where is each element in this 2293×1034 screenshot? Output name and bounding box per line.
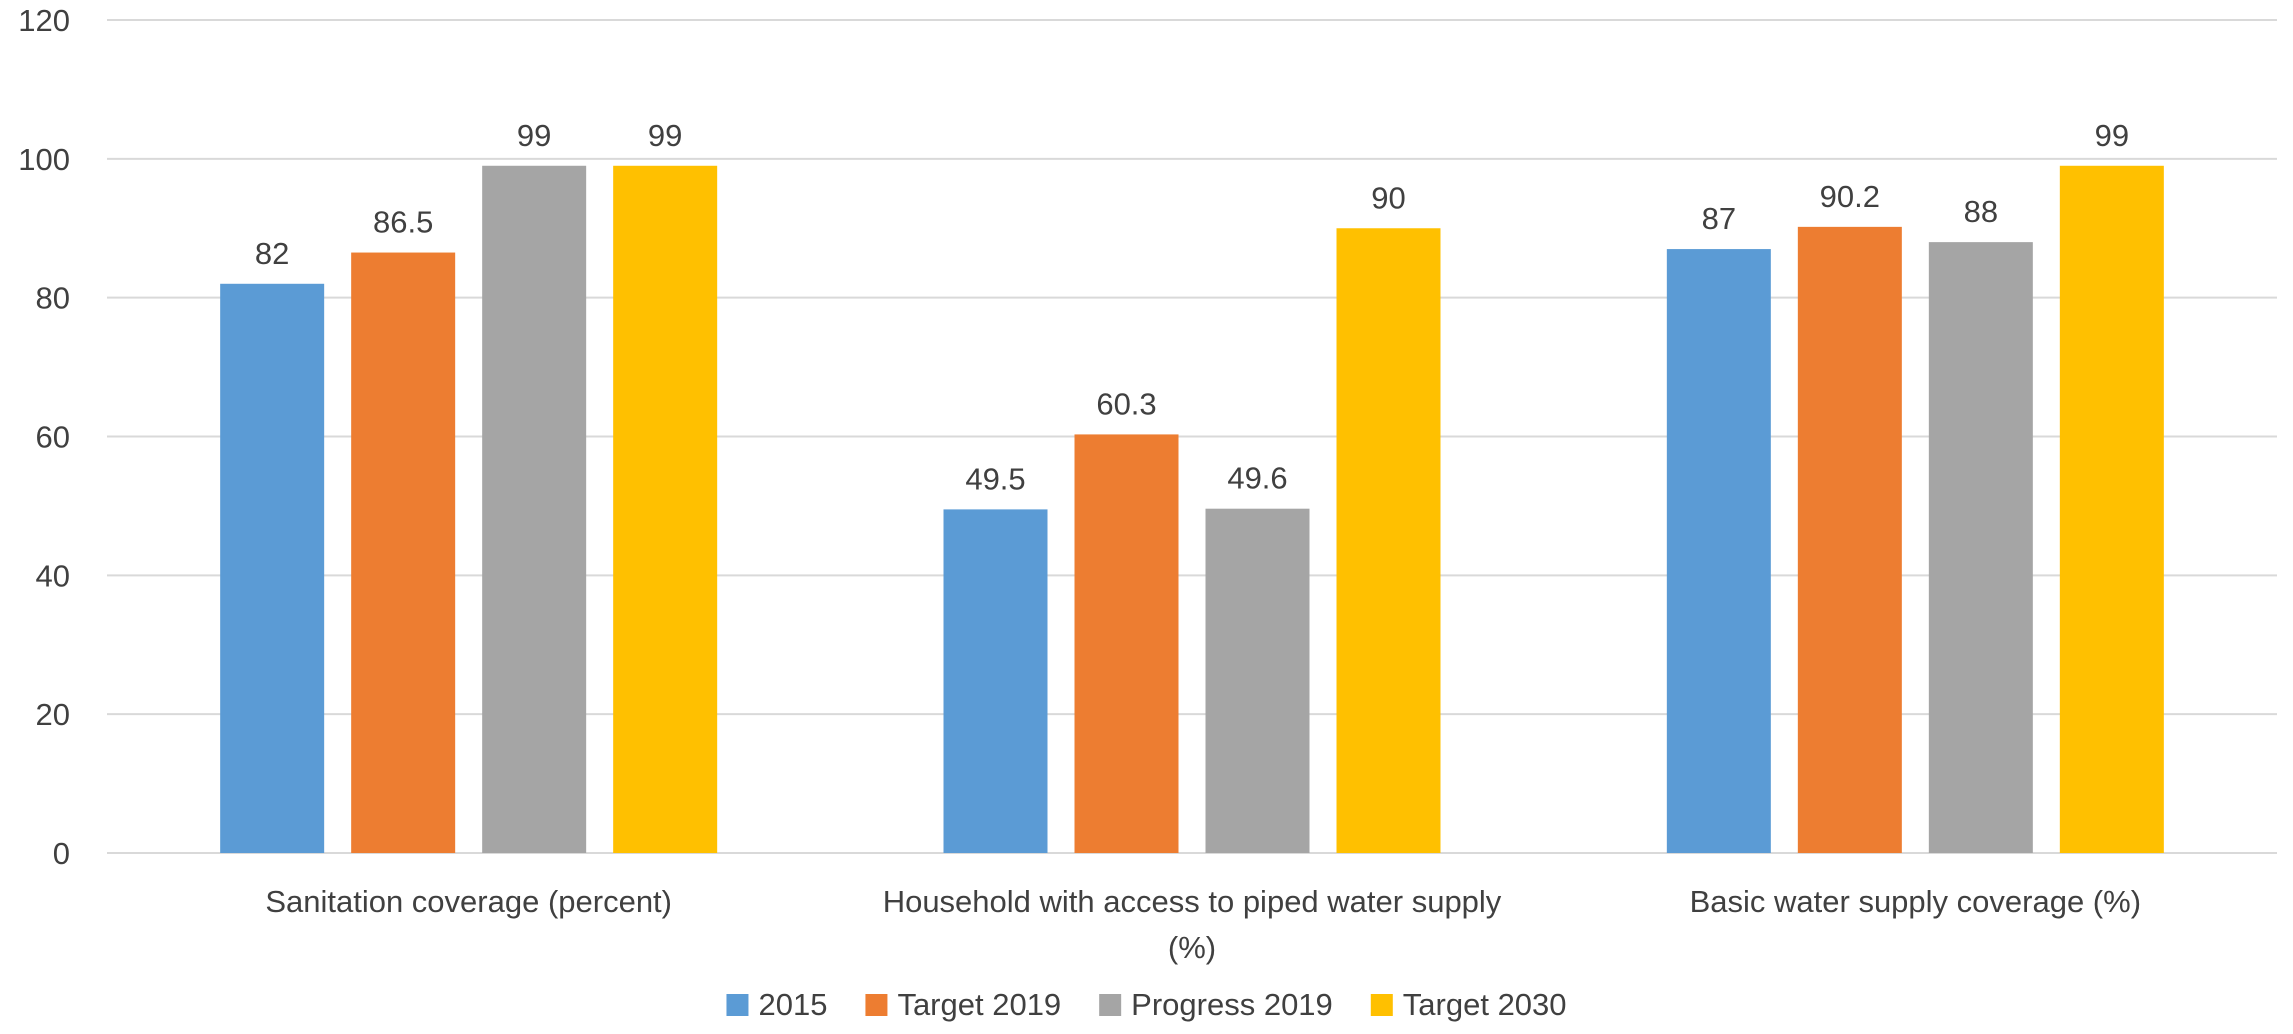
bar-2015-cat-0: [220, 283, 325, 853]
data-label: 99: [2095, 118, 2129, 153]
data-label: 49.6: [1227, 461, 1287, 496]
legend-swatch: [1099, 994, 1122, 1016]
y-tick-label: 80: [36, 281, 70, 316]
y-tick-label: 40: [36, 558, 70, 593]
bar-target-2030-cat-2: [2059, 165, 2164, 853]
legend-label: Target 2019: [897, 987, 1061, 1022]
y-tick-label: 60: [36, 420, 70, 455]
bar-2015-cat-1: [943, 509, 1048, 853]
data-label: 87: [1702, 201, 1736, 236]
data-label: 90.2: [1820, 179, 1880, 214]
legend: 2015 Target 2019 Progress 2019 Target 2030: [726, 987, 1567, 1022]
data-label: 82: [255, 236, 289, 271]
y-tick-label: 100: [18, 142, 70, 177]
data-label: 86.5: [373, 205, 433, 240]
y-tick-label: 20: [36, 697, 70, 732]
bar-progress-2019-cat-0: [482, 165, 587, 853]
bar-target-2019-cat-1: [1074, 434, 1179, 853]
legend-swatch: [726, 994, 749, 1016]
category-label: (%): [1168, 930, 1216, 965]
data-label: 90: [1371, 180, 1405, 215]
bars: [220, 165, 2164, 854]
category-label: Household with access to piped water sup…: [883, 884, 1502, 919]
bar-progress-2019-cat-1: [1205, 508, 1310, 853]
bar-target-2030-cat-1: [1336, 228, 1441, 853]
legend-label: Target 2030: [1403, 987, 1567, 1022]
legend-label: 2015: [758, 987, 827, 1022]
legend-swatch: [865, 994, 888, 1016]
category-labels: Sanitation coverage (percent) Household w…: [265, 884, 2141, 965]
category-label: Sanitation coverage (percent): [265, 884, 672, 919]
data-label: 99: [517, 118, 551, 153]
legend-swatch: [1370, 994, 1393, 1016]
y-tick-label: 120: [18, 3, 70, 38]
y-axis-ticks: 0 20 40 60 80 100 120: [18, 3, 70, 871]
data-label: 88: [1964, 194, 1998, 229]
category-label: Basic water supply coverage (%): [1690, 884, 2141, 919]
bar-2015-cat-2: [1666, 249, 1771, 853]
data-label: 99: [648, 118, 682, 153]
data-label: 60.3: [1096, 386, 1156, 421]
legend-label: Progress 2019: [1131, 987, 1333, 1022]
bar-target-2019-cat-0: [351, 252, 456, 853]
bar-target-2030-cat-0: [613, 165, 718, 853]
y-tick-label: 0: [53, 836, 70, 871]
gridlines: [107, 19, 2277, 854]
bar-progress-2019-cat-2: [1928, 242, 2033, 854]
data-labels: 82 86.5 99 99 49.5 60.3 49.6 90 87 90.2 88 99: [255, 118, 2129, 497]
bar-target-2019-cat-2: [1797, 226, 1902, 853]
data-label: 49.5: [965, 461, 1025, 496]
